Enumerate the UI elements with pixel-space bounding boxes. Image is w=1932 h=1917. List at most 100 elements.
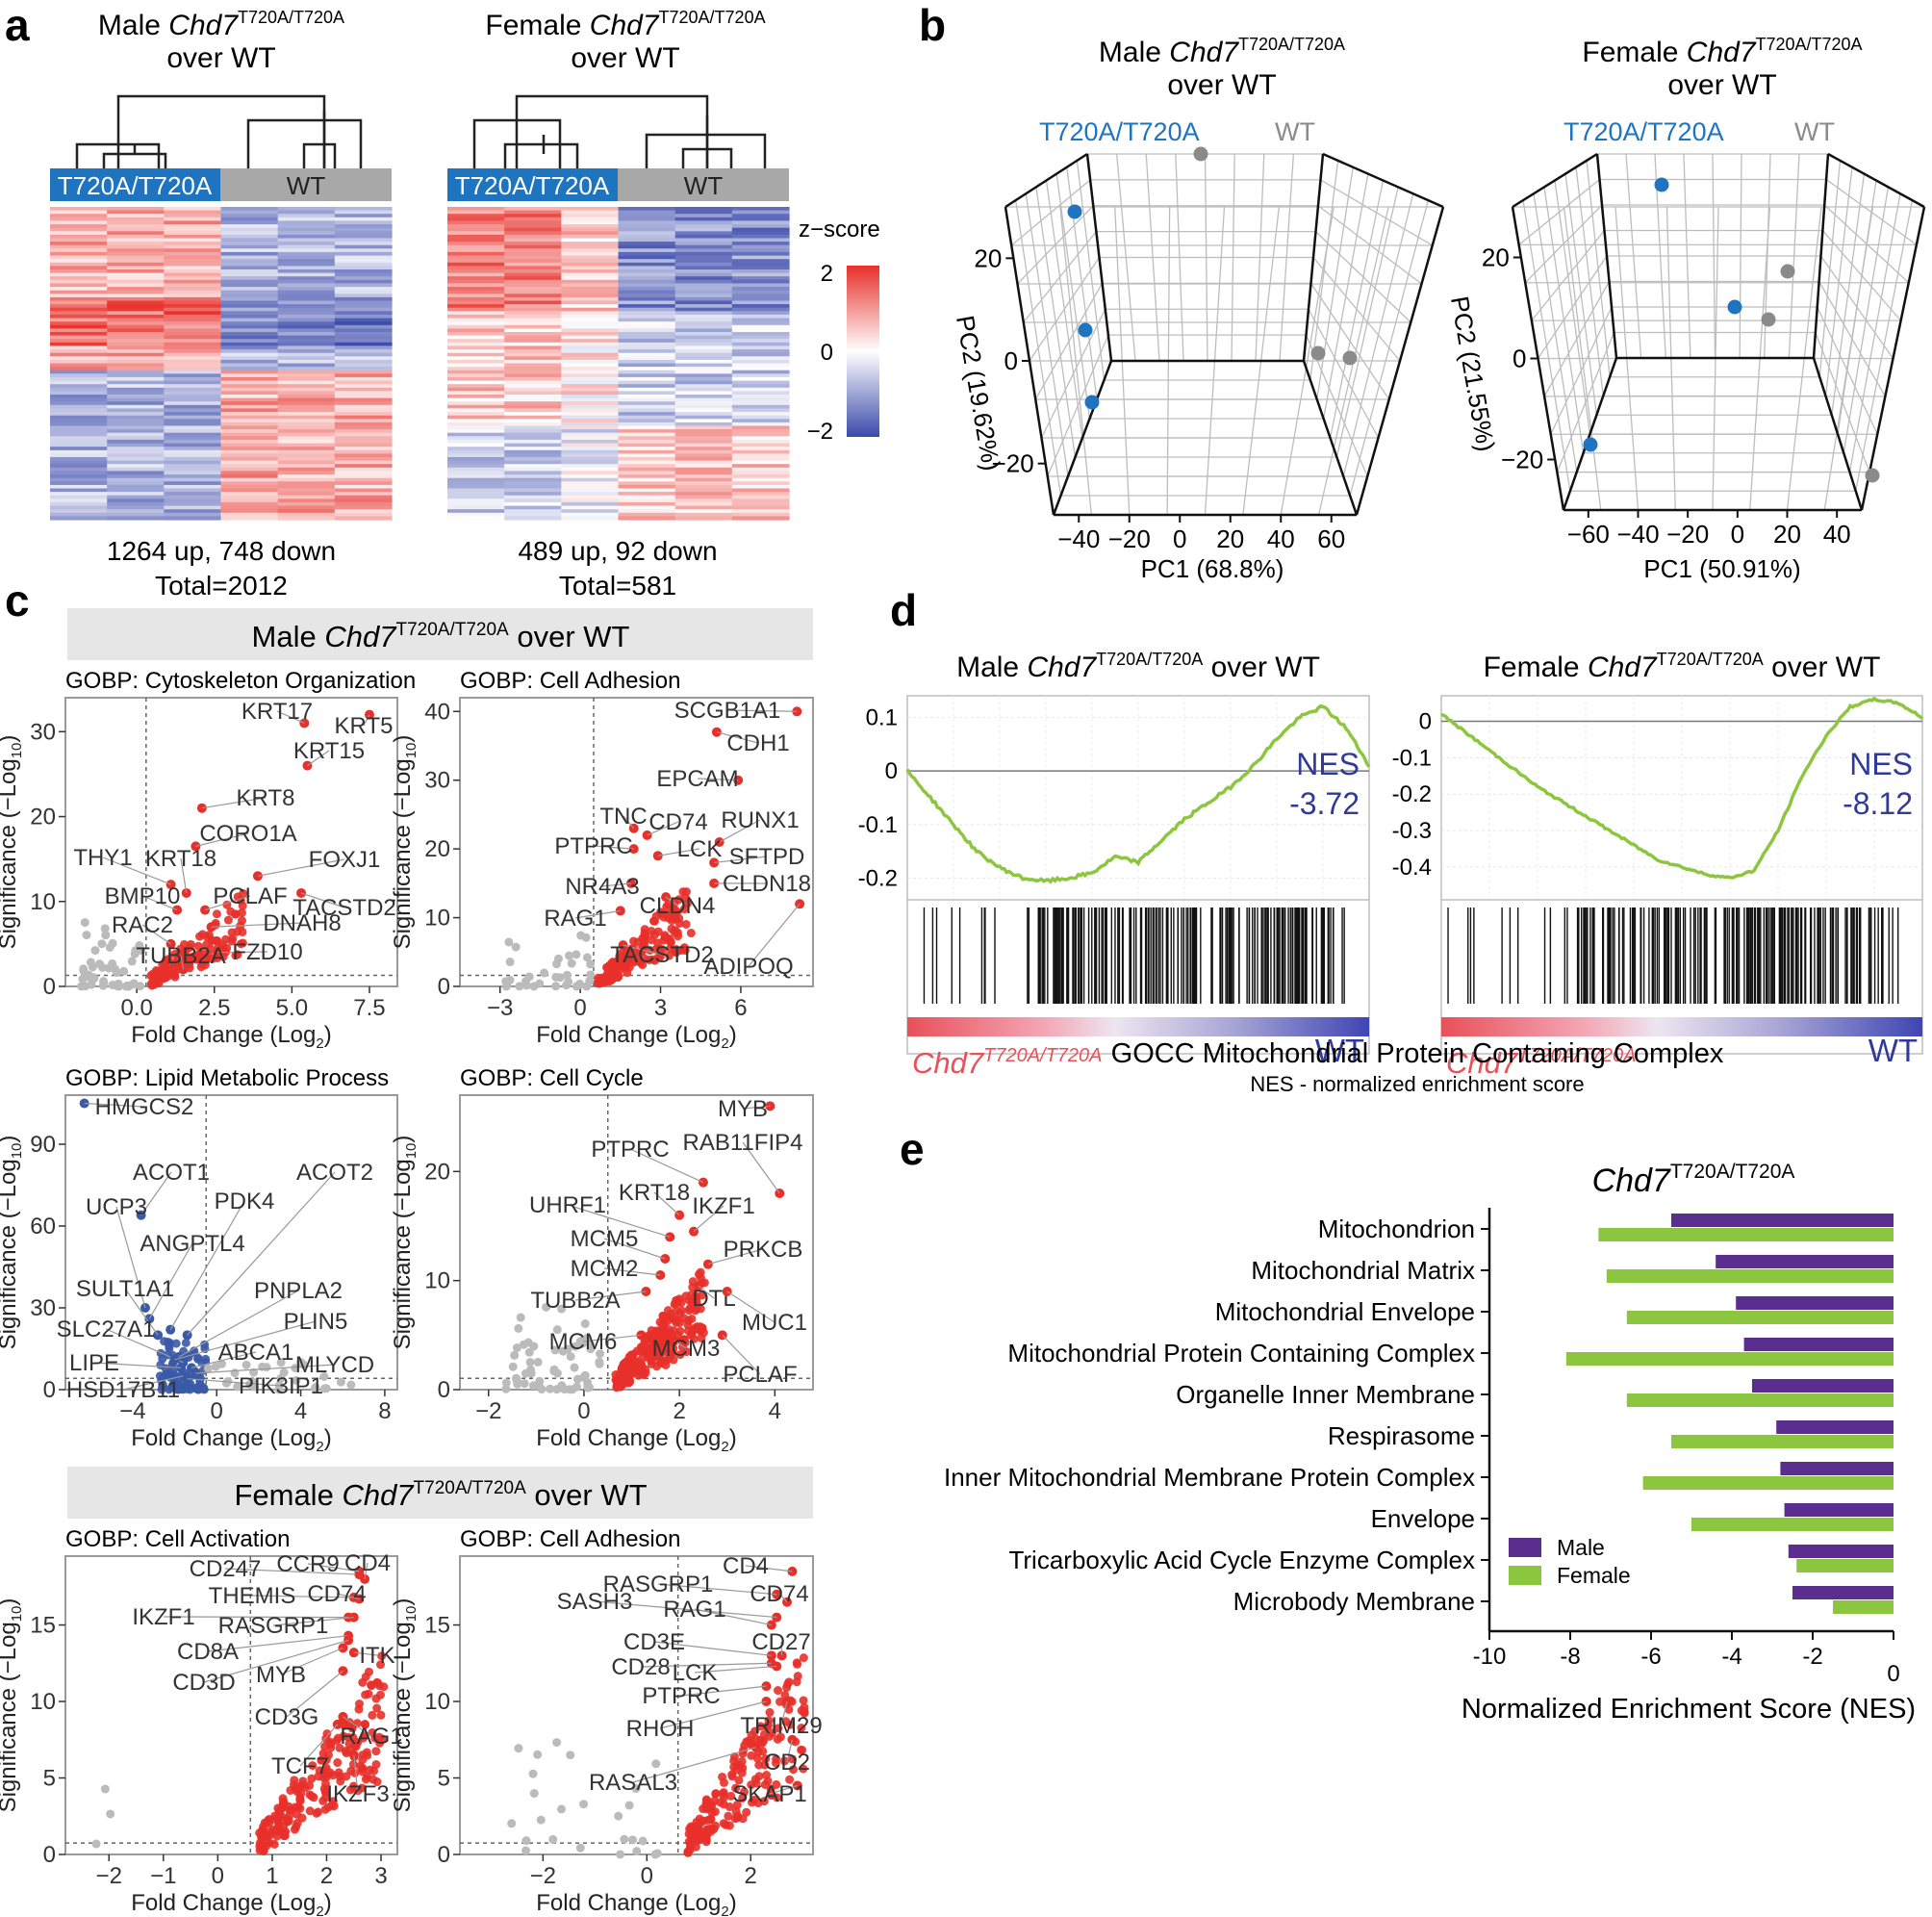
pca-x-tick-label: 20	[1773, 520, 1801, 549]
gene-label: CD27	[751, 1629, 810, 1655]
heatmap-cell	[50, 332, 108, 337]
point-significant	[335, 1743, 344, 1752]
heatmap-cell	[164, 373, 222, 378]
heatmap-cell	[504, 387, 562, 392]
point-nonsignificant	[557, 1381, 567, 1391]
heatmap-cell	[277, 384, 336, 389]
heatmap-cell	[618, 314, 676, 320]
heatmap-cell	[164, 300, 222, 305]
heatmap-cell	[164, 234, 222, 240]
heatmap-cell	[107, 251, 165, 257]
point-nonsignificant	[542, 1302, 551, 1312]
heatmap-female-title: Female Chd7T720A/T720A	[485, 8, 765, 41]
gene-label: CD2	[764, 1750, 810, 1776]
heatmap-cell	[220, 227, 279, 232]
nes-value: -8.12	[1843, 786, 1913, 821]
heatmap-cell	[561, 244, 620, 249]
heatmap-cell	[561, 314, 620, 320]
heatmap-cell	[731, 290, 790, 294]
point-significant	[788, 1765, 798, 1775]
point-nonsignificant	[501, 1378, 511, 1388]
group-bar-wt	[220, 168, 392, 201]
heatmap-cell	[334, 224, 393, 229]
pca-point-wt	[1342, 350, 1358, 366]
section-title-male: Male Chd7T720A/T720A over WT	[252, 620, 630, 653]
pca-y-tick-label: −20	[1501, 446, 1543, 474]
heatmap-cell	[164, 311, 222, 316]
heatmap-cell	[504, 210, 562, 215]
label-leader	[148, 1242, 193, 1319]
heatmap-cell	[447, 436, 505, 441]
heatmap-cell	[164, 436, 222, 441]
pca-x-tick-label: 20	[1216, 524, 1244, 553]
heatmap-cell	[674, 231, 733, 236]
heatmap-cell	[50, 376, 108, 382]
heatmap-cell	[731, 318, 790, 322]
point-significant	[764, 1721, 774, 1730]
point-significant	[173, 1385, 183, 1394]
heatmap-cell	[334, 391, 393, 396]
heatmap-cell	[50, 311, 108, 316]
point-nonsignificant	[595, 1359, 604, 1368]
label-leader	[124, 1288, 159, 1336]
y-axis-label: Significance (−Log10)	[390, 1136, 419, 1350]
heatmap-cell	[561, 436, 620, 441]
point-significant	[361, 1690, 370, 1700]
heatmap-cell	[618, 318, 676, 322]
point-nonsignificant	[627, 1835, 637, 1845]
heatmap-cell	[220, 505, 279, 510]
heatmap-cell	[107, 436, 165, 441]
heatmap-cell	[277, 415, 336, 420]
heatmap-cell	[220, 224, 279, 229]
grid-line	[1788, 153, 1800, 359]
heatmap-cell	[731, 457, 790, 462]
heatmap-cell	[674, 419, 733, 423]
label-leader	[211, 922, 303, 928]
heatmap-cell	[220, 488, 279, 493]
heatmap-cell	[164, 294, 222, 298]
label-leader	[141, 924, 171, 945]
pca-point-wt	[1310, 345, 1326, 361]
heatmap-cell	[334, 307, 393, 312]
bar-male	[1716, 1255, 1894, 1268]
heatmap-cell	[447, 276, 505, 281]
heatmap-cell	[674, 376, 733, 382]
heatmap-cell	[107, 352, 165, 357]
y-tick-label: -0.1	[858, 812, 898, 838]
heatmap-cell	[731, 488, 790, 493]
heatmap-cell	[164, 359, 222, 365]
point-significant	[773, 1734, 782, 1744]
heatmap-cell	[504, 495, 562, 499]
heatmap-cell	[618, 279, 676, 284]
heatmap-cell	[220, 422, 279, 427]
point-significant	[750, 1726, 760, 1736]
heatmap-cell	[277, 248, 336, 253]
heatmap-cell	[334, 467, 393, 472]
heatmap-cell	[334, 324, 393, 329]
heatmap-cell	[220, 384, 279, 389]
point-significant	[264, 1830, 273, 1840]
point-nonsignificant	[525, 1357, 535, 1367]
label-leader	[707, 1248, 764, 1265]
heatmap-cell	[504, 512, 562, 517]
point-significant	[348, 1733, 358, 1743]
point-significant	[217, 939, 227, 949]
heatmap-cell	[447, 495, 505, 499]
heatmap-cell	[334, 332, 393, 337]
heatmap-cell	[447, 294, 505, 298]
heatmap-cell	[447, 283, 505, 288]
heatmap-cell	[334, 349, 393, 354]
section-banner-male	[67, 608, 813, 660]
heatmap-cell	[107, 477, 165, 482]
heatmap-cell	[277, 307, 336, 312]
point-significant	[674, 913, 684, 923]
heatmap-cell	[447, 387, 505, 392]
heatmap-cell	[50, 425, 108, 430]
heatmap-cell	[504, 404, 562, 409]
point-nonsignificant	[563, 1344, 572, 1354]
heatmap-cell	[334, 492, 393, 497]
heatmap-cell	[220, 231, 279, 236]
heatmap-cell	[561, 259, 620, 264]
heatmap-cell	[50, 276, 108, 281]
heatmap-cell	[674, 384, 733, 389]
